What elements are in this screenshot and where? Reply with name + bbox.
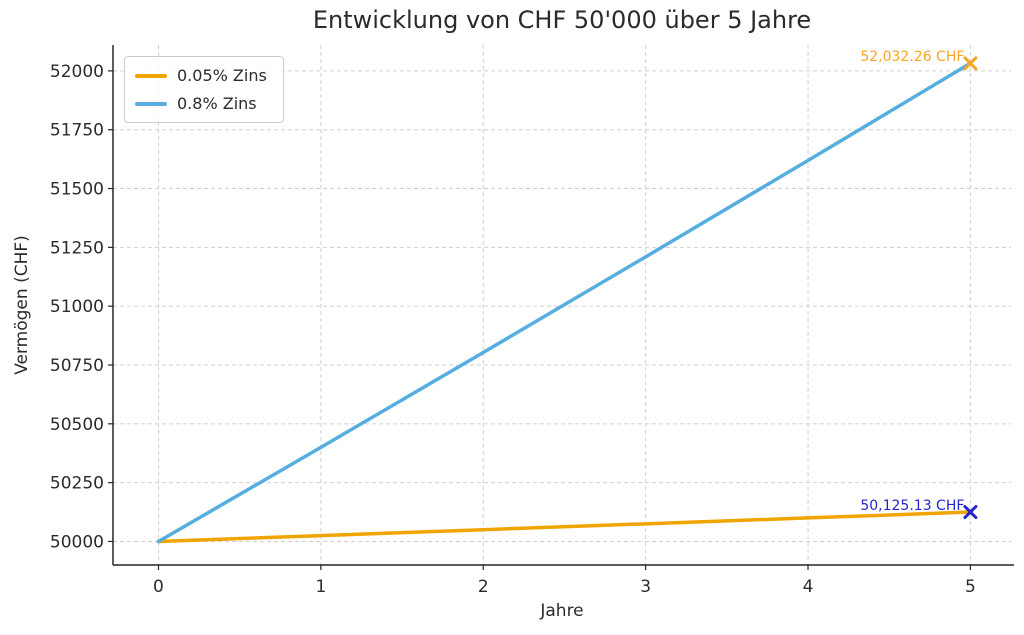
legend-item-low-interest: 0.05% Zins	[135, 66, 267, 85]
svg-text:50250: 50250	[50, 474, 104, 494]
svg-text:5: 5	[965, 577, 976, 597]
annotation-final-value-low-interest: 50,125.13 CHF	[860, 498, 965, 515]
series-line-0	[156, 510, 973, 544]
legend-line-swatch-orange	[135, 73, 167, 78]
svg-text:52000: 52000	[50, 62, 104, 82]
x-axis-label: Jahre	[540, 601, 584, 621]
gridlines	[113, 45, 1011, 565]
chart-title: Entwicklung von CHF 50'000 über 5 Jahre	[312, 6, 812, 34]
svg-text:50500: 50500	[50, 415, 104, 435]
svg-text:1: 1	[315, 577, 326, 597]
legend-label-high-interest: 0.8% Zins	[177, 94, 257, 113]
svg-text:51500: 51500	[50, 180, 104, 200]
svg-text:2: 2	[478, 577, 489, 597]
series-lines	[156, 61, 973, 544]
tick-marks	[108, 70, 972, 570]
svg-text:50750: 50750	[50, 356, 104, 376]
svg-text:50000: 50000	[50, 532, 104, 552]
series-line-1	[156, 61, 973, 544]
svg-text:4: 4	[803, 577, 814, 597]
svg-text:51000: 51000	[50, 297, 104, 317]
y-axis-label: Vermögen (CHF)	[12, 235, 32, 375]
svg-text:0: 0	[153, 577, 164, 597]
end-markers	[963, 56, 978, 520]
svg-text:51750: 51750	[50, 121, 104, 141]
legend-label-low-interest: 0.05% Zins	[177, 66, 267, 85]
svg-text:3: 3	[640, 577, 651, 597]
annotation-final-value-high-interest: 52,032.26 CHF	[860, 49, 965, 66]
legend-item-high-interest: 0.8% Zins	[135, 94, 267, 113]
legend-line-swatch-blue	[135, 101, 167, 106]
tick-labels: 0 1 2 3 4 5 50000 50250 50500 50750 51000 51250 5150…	[50, 62, 976, 597]
axes-spines	[112, 45, 1014, 566]
svg-text:51250: 51250	[50, 238, 104, 258]
legend: 0.05% Zins 0.8% Zins	[124, 56, 284, 123]
